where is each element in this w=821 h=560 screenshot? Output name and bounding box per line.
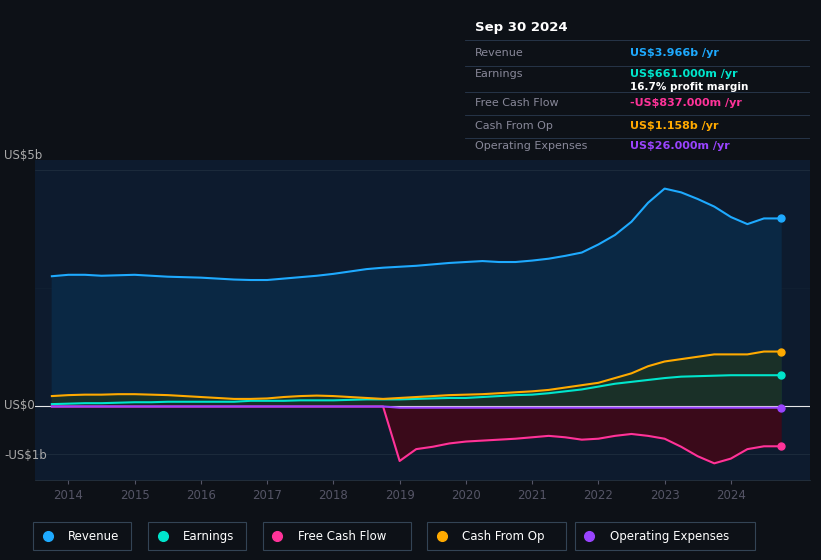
FancyBboxPatch shape bbox=[148, 522, 246, 550]
Text: Free Cash Flow: Free Cash Flow bbox=[298, 530, 387, 543]
FancyBboxPatch shape bbox=[263, 522, 410, 550]
Text: 16.7% profit margin: 16.7% profit margin bbox=[631, 82, 749, 92]
Text: US$3.966b /yr: US$3.966b /yr bbox=[631, 48, 719, 58]
Text: Free Cash Flow: Free Cash Flow bbox=[475, 98, 558, 108]
Text: Operating Expenses: Operating Expenses bbox=[610, 530, 729, 543]
Text: Earnings: Earnings bbox=[475, 69, 524, 79]
FancyBboxPatch shape bbox=[427, 522, 566, 550]
Text: Earnings: Earnings bbox=[183, 530, 235, 543]
Text: Cash From Op: Cash From Op bbox=[475, 121, 553, 131]
Text: -US$1b: -US$1b bbox=[4, 449, 47, 462]
Text: -US$837.000m /yr: -US$837.000m /yr bbox=[631, 98, 742, 108]
Text: US$1.158b /yr: US$1.158b /yr bbox=[631, 121, 718, 131]
Text: Revenue: Revenue bbox=[68, 530, 120, 543]
Text: US$0: US$0 bbox=[4, 399, 34, 412]
FancyBboxPatch shape bbox=[575, 522, 755, 550]
Text: Sep 30 2024: Sep 30 2024 bbox=[475, 21, 567, 34]
Text: US$661.000m /yr: US$661.000m /yr bbox=[631, 69, 738, 79]
FancyBboxPatch shape bbox=[33, 522, 131, 550]
Text: Cash From Op: Cash From Op bbox=[462, 530, 544, 543]
Text: Revenue: Revenue bbox=[475, 48, 524, 58]
Text: US$5b: US$5b bbox=[4, 150, 43, 162]
Text: US$26.000m /yr: US$26.000m /yr bbox=[631, 142, 730, 151]
Text: Operating Expenses: Operating Expenses bbox=[475, 142, 587, 151]
